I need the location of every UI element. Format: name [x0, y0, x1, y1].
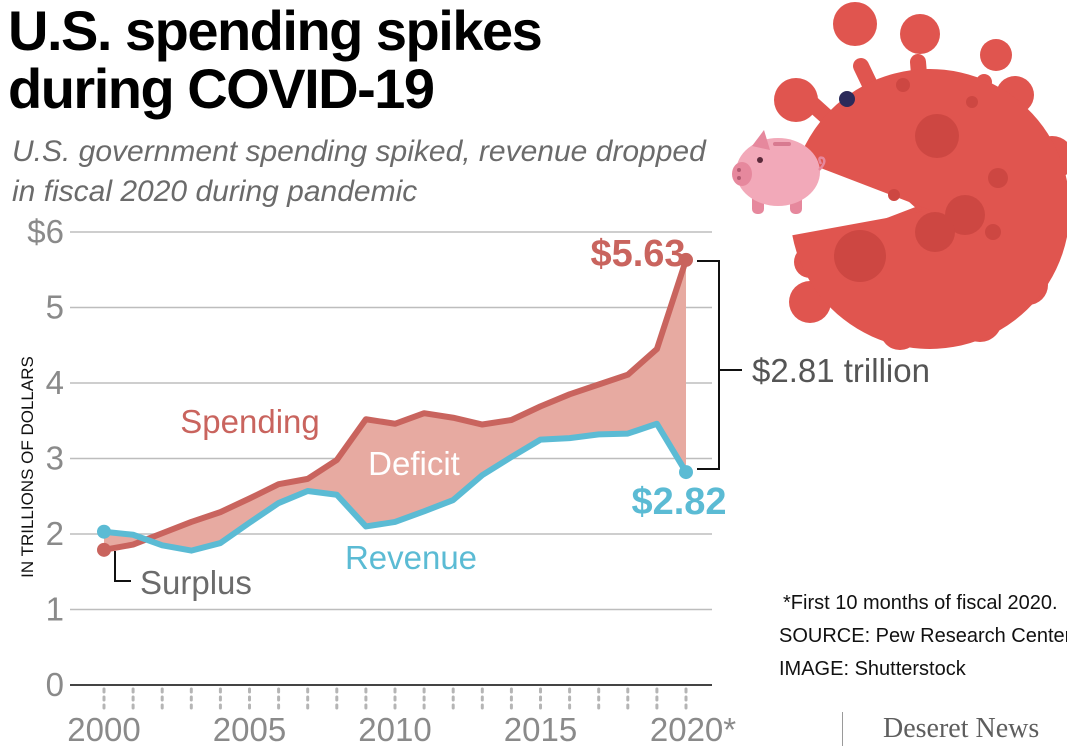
- y-tick-label: 0: [46, 666, 64, 703]
- gap-label: $2.81 trillion: [752, 352, 930, 389]
- footnote-note: *First 10 months of fiscal 2020.: [783, 592, 1058, 614]
- x-tick-label: 2020*: [650, 711, 736, 748]
- subtitle-line-1: U.S. government spending spiked, revenue…: [12, 135, 706, 168]
- y-tick-label: 2: [46, 515, 64, 552]
- surplus-leader: [114, 551, 131, 582]
- coronavirus-illustration: [774, 2, 1067, 350]
- title-line-2: during COVID-19: [8, 57, 435, 120]
- y-tick-label: 1: [46, 591, 64, 628]
- surplus-area-label: Surplus: [140, 564, 252, 601]
- title-line-1: U.S. spending spikes: [8, 0, 543, 62]
- deficit-area: [104, 259, 686, 551]
- spending-start-point: [97, 542, 111, 557]
- revenue-start-point: [97, 524, 111, 539]
- x-tick-label: 2000: [67, 711, 140, 748]
- piggy-bank-illustration: [732, 130, 826, 214]
- x-tick-label: 2010: [358, 711, 431, 748]
- y-tick-label: 4: [46, 364, 64, 401]
- spending-line: [101, 256, 689, 553]
- footnotes: *First 10 months of fiscal 2020. SOURCE:…: [779, 592, 1067, 691]
- subtitle-line-2: in fiscal 2020 during pandemic: [12, 175, 418, 208]
- revenue-line: [101, 420, 689, 554]
- revenue-area-label: Revenue: [345, 539, 477, 576]
- revenue-end-label: $2.82: [631, 481, 726, 523]
- page-title: U.S. spending spikes during COVID-19: [8, 2, 728, 118]
- revenue-end-point: [679, 465, 693, 480]
- x-tick-label: 2005: [213, 711, 286, 748]
- y-tick-label: 3: [46, 440, 64, 477]
- x-tick-label: 2015: [504, 711, 577, 748]
- footnote-source: SOURCE: Pew Research Center: [779, 625, 1067, 647]
- gap-bracket: [697, 260, 742, 470]
- spending-end-label: $5.63: [590, 233, 685, 275]
- footnote-image-credit: IMAGE: Shutterstock: [779, 658, 966, 680]
- spending-area-label: Spending: [180, 403, 319, 440]
- subtitle: U.S. government spending spiked, revenue…: [12, 132, 732, 212]
- y-tick-label: $6: [27, 213, 64, 250]
- y-tick-label: 5: [46, 289, 64, 326]
- deficit-area-label: Deficit: [368, 445, 460, 482]
- brand-divider: [842, 712, 843, 746]
- y-axis-title: IN TRILLIONS OF DOLLARS: [18, 356, 37, 578]
- spending-end-point: [679, 252, 693, 267]
- brand-logo-text: Deseret News: [883, 713, 1040, 744]
